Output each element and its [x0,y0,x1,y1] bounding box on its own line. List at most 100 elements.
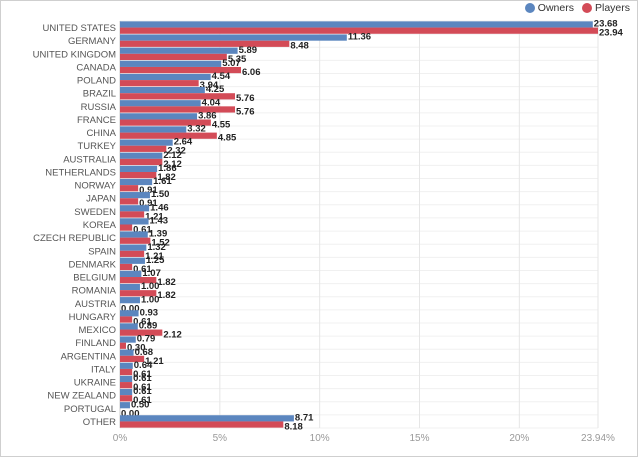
bar-owners [120,139,173,146]
category-label: UKRAINE [74,378,116,389]
category-label: MEXICO [79,325,116,336]
value-label-players: 6.06 [242,67,261,78]
legend-owners-label: Owners [537,2,574,14]
bar-players [120,158,163,166]
value-label-players: 0.61 [133,369,152,380]
value-label-players: 1.52 [151,238,170,249]
value-label-owners: 1.61 [153,176,172,187]
bar-players [120,198,139,205]
bar-owners [120,21,593,28]
category-label: HUNGARY [69,312,117,323]
bar-owners [120,270,142,278]
bar-owners [120,336,136,343]
bar-players [120,342,126,349]
value-label-players: 4.55 [212,119,231,130]
value-label-players: 2.32 [167,146,186,157]
value-label-owners: 5.07 [222,58,241,69]
bar-owners [120,297,140,304]
value-label-players: 0.61 [133,395,152,406]
bar-players [120,355,145,362]
value-label-players: 3.94 [200,80,219,91]
value-label-owners: 0.50 [131,399,150,410]
bar-owners [120,47,238,54]
bar-owners [120,87,205,94]
value-label-owners: 1.43 [150,216,169,227]
value-label-owners: 1.86 [158,163,177,174]
value-label-owners: 5.89 [239,45,258,56]
category-label: NORWAY [74,181,116,192]
category-label: ROMANIA [72,286,117,297]
category-label: BRAZIL [83,89,116,100]
value-label-owners: 1.00 [141,294,160,305]
bar-players [120,211,145,218]
bar-players [120,224,133,231]
value-label-players: 2.12 [163,159,182,170]
value-label-players: 23.94 [599,28,623,39]
bar-owners [120,178,153,186]
category-label: POLAND [77,76,116,87]
category-label: KOREA [83,220,117,231]
value-label-owners: 23.68 [594,19,618,30]
category-label: RUSSIA [81,102,117,113]
bar-players [120,132,217,139]
bar-owners [120,283,140,291]
value-label-owners: 4.54 [212,71,231,82]
bar-players [120,421,284,428]
bar-owners [120,113,198,120]
value-label-players: 1.21 [145,356,164,367]
bar-owners [120,323,138,330]
value-label-owners: 8.71 [295,412,314,423]
value-label-players: 0.61 [133,382,152,393]
value-label-players: 0.30 [127,343,146,354]
value-label-players: 1.82 [157,277,176,288]
bar-players [120,263,133,271]
bar-players [120,119,211,126]
legend-item-players[interactable]: Players [581,2,630,14]
bar-owners [120,402,130,409]
value-label-owners: 11.36 [348,32,371,43]
bar-owners [120,165,158,172]
bar-players [120,66,241,74]
x-tick-label: 10% [310,433,330,444]
category-label: GERMANY [68,36,117,47]
bar-owners [120,73,211,81]
bar-players [120,277,157,284]
x-tick-label: 23.94% [581,433,615,444]
bar-owners [120,218,149,225]
value-label-owners: 1.46 [150,202,169,213]
value-label-players: 5.76 [236,106,255,117]
value-label-players: 0.61 [133,225,152,236]
bar-players [120,185,139,192]
value-label-owners: 1.00 [141,281,160,292]
bar-players [120,53,227,61]
legend-item-owners[interactable]: Owners [524,2,574,14]
value-label-players: 4.85 [218,133,237,144]
bar-owners [120,192,150,199]
bar-players [120,93,236,100]
value-label-owners: 1.25 [146,255,165,266]
category-label: DENMARK [68,259,116,270]
value-label-owners: 0.89 [139,321,158,332]
players-dot-icon [581,3,592,13]
value-label-players: 0.91 [139,185,158,196]
bar-owners [120,100,201,107]
value-label-players: 2.12 [163,330,182,341]
category-label: CHINA [86,128,116,139]
value-label-players: 8.48 [290,41,309,52]
category-label: OTHER [83,417,116,428]
bar-owners [120,244,147,251]
bar-players [120,329,163,336]
bar-players [120,395,133,402]
bar-owners [120,257,145,264]
x-tick-label: 20% [509,433,529,444]
value-label-owners: 0.61 [133,373,152,384]
x-tick-label: 5% [213,433,228,444]
value-label-owners: 2.12 [163,150,182,161]
value-label-players: 1.82 [157,172,176,183]
bar-players [120,27,598,34]
value-label-players: 1.21 [145,251,164,262]
category-label: JAPAN [86,194,116,205]
bar-owners [120,126,187,133]
value-label-players: 0.61 [133,316,152,327]
category-label: UNITED KINGDOM [33,49,116,60]
